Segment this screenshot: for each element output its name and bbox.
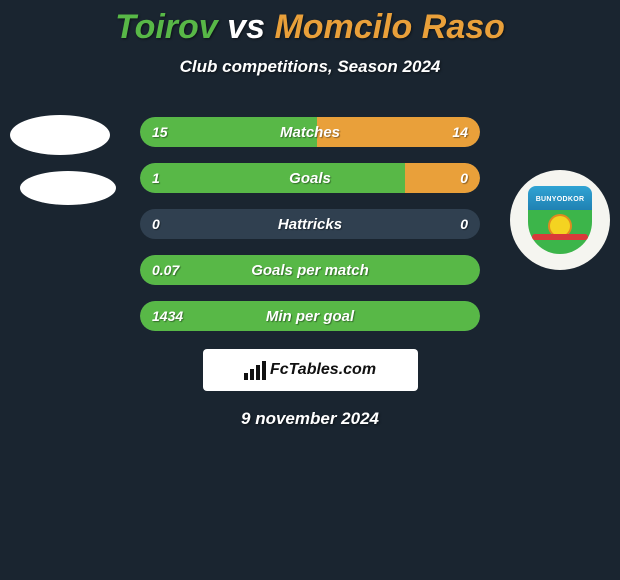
avatar-shape xyxy=(10,115,110,155)
stat-label: Goals xyxy=(140,170,480,187)
source-logo: FcTables.com xyxy=(203,349,418,391)
date-text: 9 november 2024 xyxy=(0,409,620,429)
stat-row: 0.07Goals per match xyxy=(140,255,480,285)
stat-row: 1514Matches xyxy=(140,117,480,147)
stat-label: Min per goal xyxy=(140,308,480,325)
logo-text: FcTables.com xyxy=(270,361,376,379)
player1-avatar xyxy=(10,115,110,215)
stat-row: 1434Min per goal xyxy=(140,301,480,331)
shield-icon: BUNYODKOR xyxy=(528,186,592,254)
vs-label: vs xyxy=(227,8,265,46)
avatar-shape xyxy=(20,171,116,205)
page-title: Toirov vs Momcilo Raso xyxy=(0,0,620,47)
player2-name: Momcilo Raso xyxy=(274,8,504,46)
badge-text: BUNYODKOR xyxy=(528,186,592,212)
stats-container: 1514Matches 10Goals 00Hattricks 0.07Goals p… xyxy=(140,117,480,331)
player2-team-badge: BUNYODKOR xyxy=(510,170,610,270)
player1-name: Toirov xyxy=(115,8,218,46)
stat-row: 00Hattricks xyxy=(140,209,480,239)
stat-label: Matches xyxy=(140,124,480,141)
stat-label: Goals per match xyxy=(140,262,480,279)
subtitle: Club competitions, Season 2024 xyxy=(0,57,620,77)
sun-icon xyxy=(550,216,570,236)
bar-chart-icon xyxy=(244,361,266,380)
stat-label: Hattricks xyxy=(140,216,480,233)
stat-row: 10Goals xyxy=(140,163,480,193)
badge-circle: BUNYODKOR xyxy=(510,170,610,270)
stripe xyxy=(532,234,588,240)
